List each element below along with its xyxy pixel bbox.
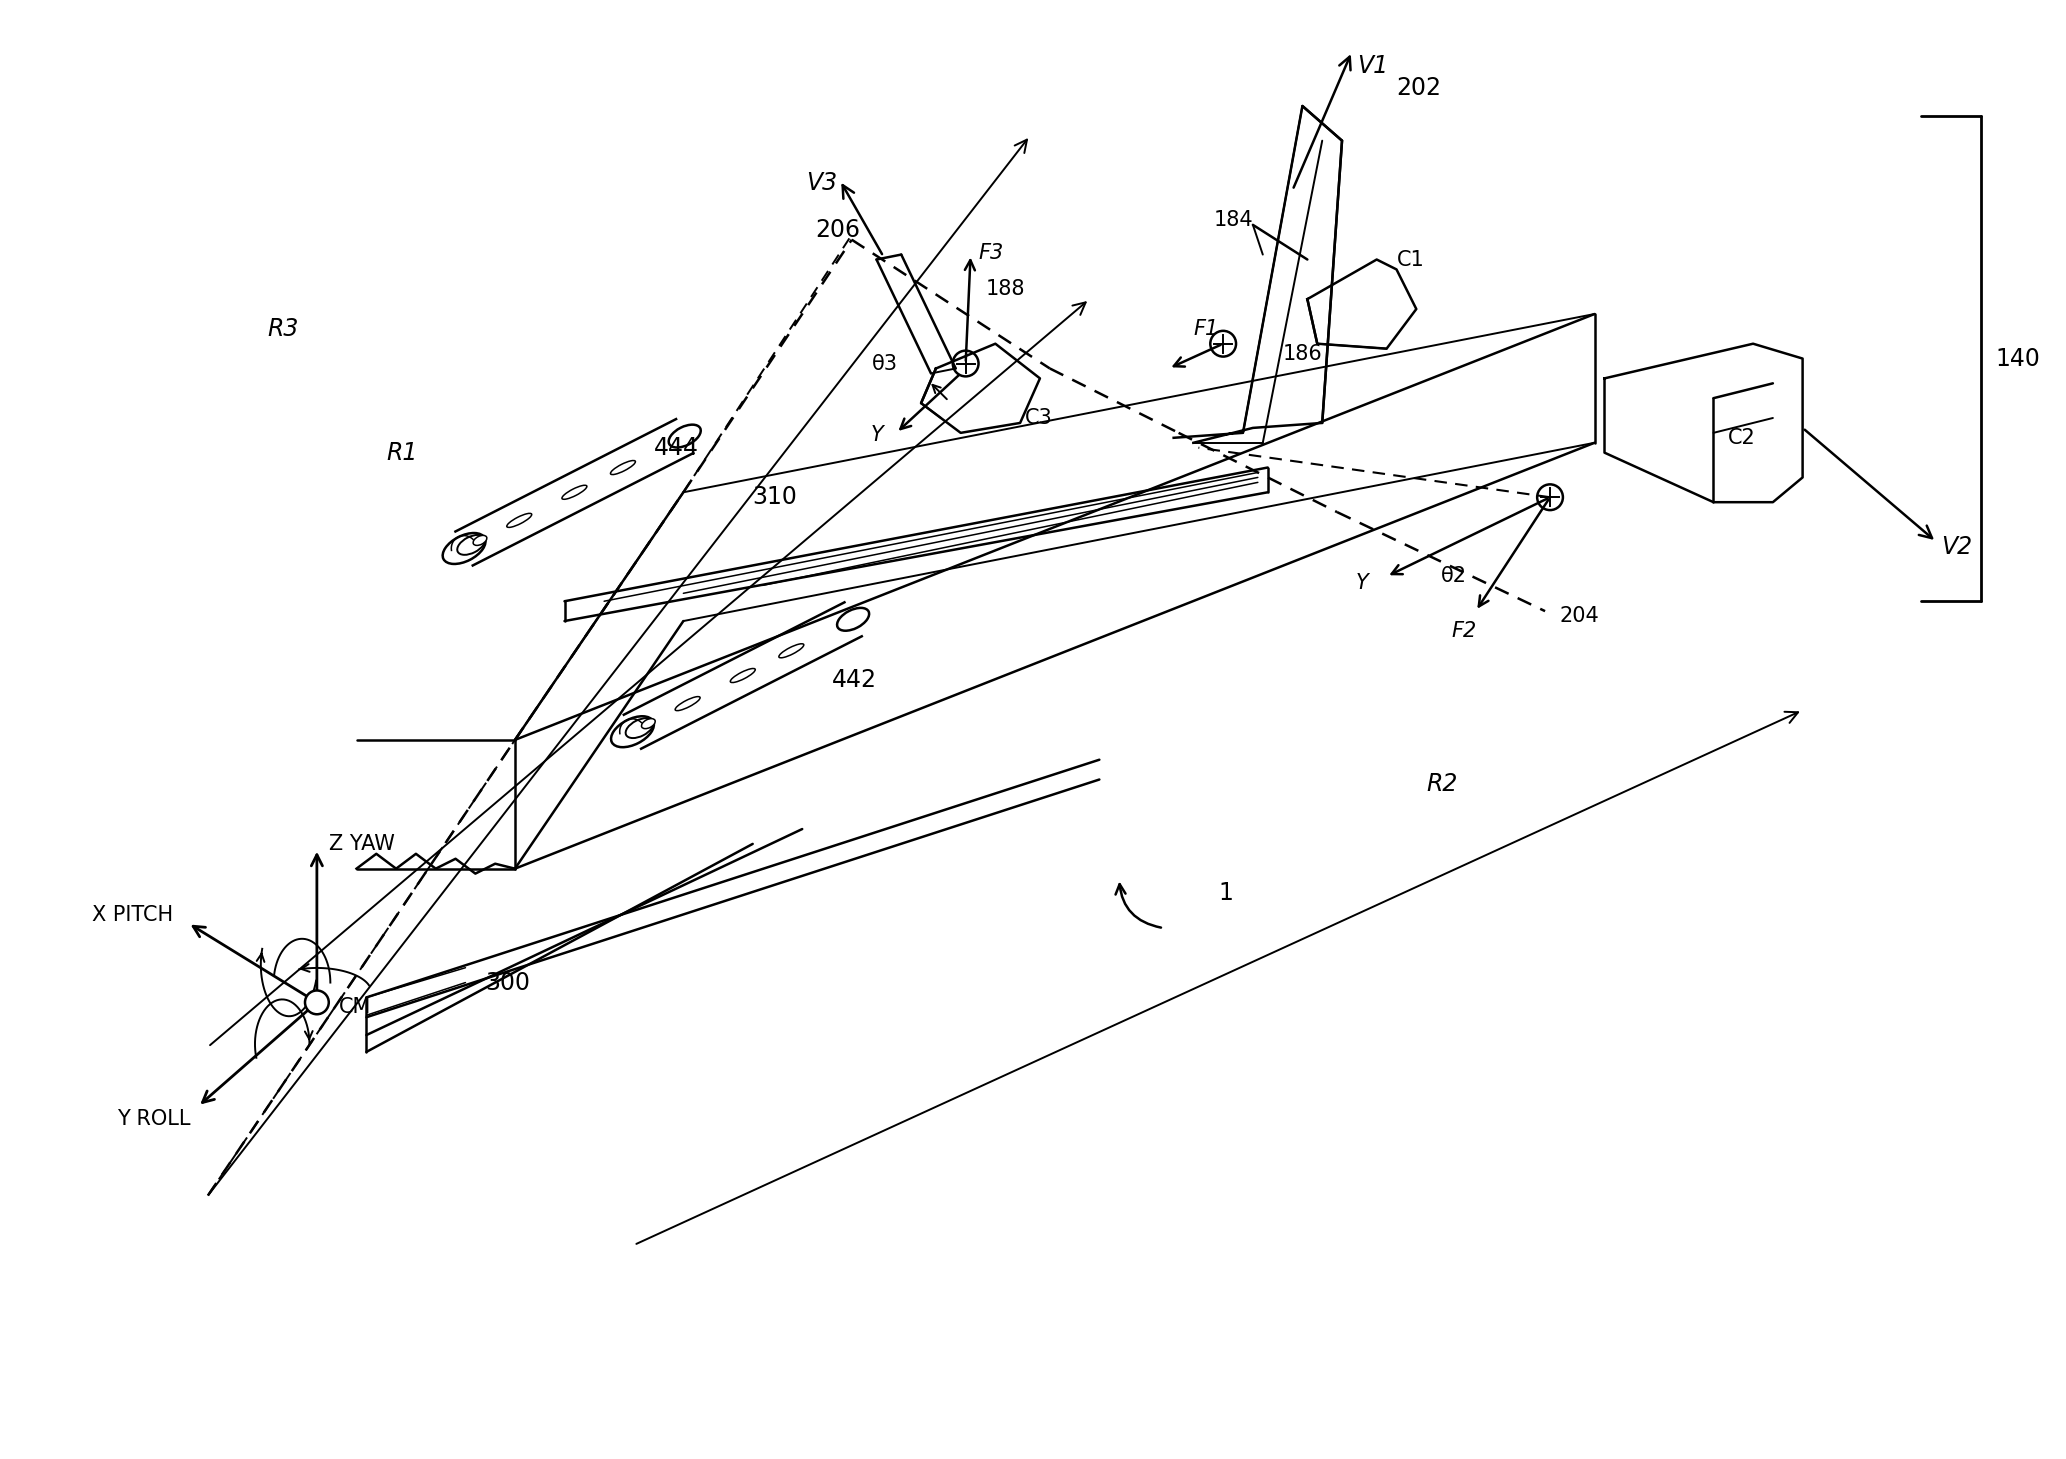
Text: V3: V3	[806, 171, 837, 196]
Text: V2: V2	[1942, 535, 1973, 559]
Text: 204: 204	[1560, 605, 1599, 626]
Ellipse shape	[442, 533, 486, 565]
Text: Z YAW: Z YAW	[328, 835, 395, 854]
Text: C3: C3	[1025, 409, 1054, 427]
Ellipse shape	[626, 718, 653, 738]
Text: Y: Y	[870, 425, 884, 445]
Ellipse shape	[640, 719, 655, 728]
Ellipse shape	[457, 535, 486, 554]
Text: C2: C2	[1729, 427, 1756, 448]
Text: 140: 140	[1996, 347, 2041, 371]
Text: 188: 188	[985, 279, 1025, 299]
Text: Y: Y	[1355, 573, 1370, 594]
Text: 186: 186	[1283, 344, 1322, 363]
Text: C1: C1	[1397, 249, 1423, 270]
Text: 184: 184	[1213, 210, 1252, 231]
Text: R1: R1	[386, 441, 417, 464]
Text: 300: 300	[486, 970, 531, 995]
Text: θ3: θ3	[872, 353, 897, 374]
Text: F1: F1	[1194, 320, 1219, 338]
Text: CM: CM	[339, 998, 372, 1017]
Text: F3: F3	[979, 242, 1004, 263]
Text: V1: V1	[1357, 54, 1388, 79]
Text: X PITCH: X PITCH	[93, 905, 174, 925]
Ellipse shape	[612, 716, 655, 747]
Text: θ2: θ2	[1442, 566, 1467, 587]
Ellipse shape	[669, 425, 700, 448]
Text: 206: 206	[816, 217, 859, 242]
Text: Y ROLL: Y ROLL	[116, 1109, 190, 1129]
Text: R3: R3	[267, 317, 300, 341]
Text: 1: 1	[1219, 881, 1233, 906]
Text: 442: 442	[833, 668, 876, 693]
Text: 444: 444	[653, 436, 698, 460]
Text: R2: R2	[1426, 772, 1459, 797]
Ellipse shape	[473, 535, 488, 546]
Text: 202: 202	[1397, 76, 1442, 101]
Text: 310: 310	[752, 486, 797, 509]
Circle shape	[306, 991, 328, 1014]
Text: F2: F2	[1450, 622, 1477, 641]
Ellipse shape	[837, 608, 870, 630]
